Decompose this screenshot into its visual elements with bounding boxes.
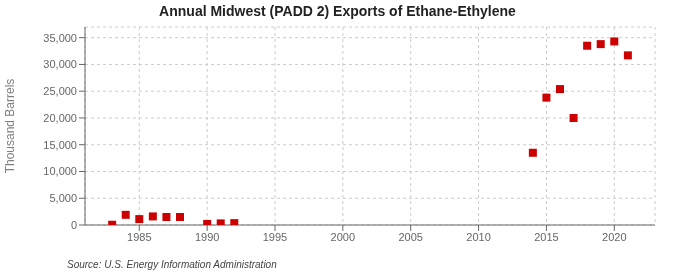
svg-text:2010: 2010 — [466, 231, 490, 243]
svg-text:2000: 2000 — [331, 231, 355, 243]
svg-text:30,000: 30,000 — [43, 58, 77, 70]
svg-text:2020: 2020 — [602, 231, 626, 243]
svg-text:35,000: 35,000 — [43, 32, 77, 44]
svg-text:1990: 1990 — [195, 231, 219, 243]
svg-text:1985: 1985 — [127, 231, 151, 243]
svg-text:20,000: 20,000 — [43, 112, 77, 124]
svg-text:25,000: 25,000 — [43, 85, 77, 97]
svg-text:0: 0 — [71, 219, 77, 231]
html-text:Annual Midwest (PADD 2) Export: Annual Midwest (PADD 2) Exports of Ethan… — [159, 3, 516, 19]
svg-text:1995: 1995 — [263, 231, 287, 243]
svg-text:10,000: 10,000 — [43, 165, 77, 177]
svg-text:2005: 2005 — [398, 231, 422, 243]
svg-text:2015: 2015 — [534, 231, 558, 243]
svg-text:Thousand Barrels: Thousand Barrels — [8, 79, 17, 174]
svg-text:5,000: 5,000 — [49, 192, 77, 204]
svg-text:15,000: 15,000 — [43, 139, 77, 151]
html-text:Source: U.S. Energy Informatio: Source: U.S. Energy Information Administ… — [67, 259, 277, 270]
